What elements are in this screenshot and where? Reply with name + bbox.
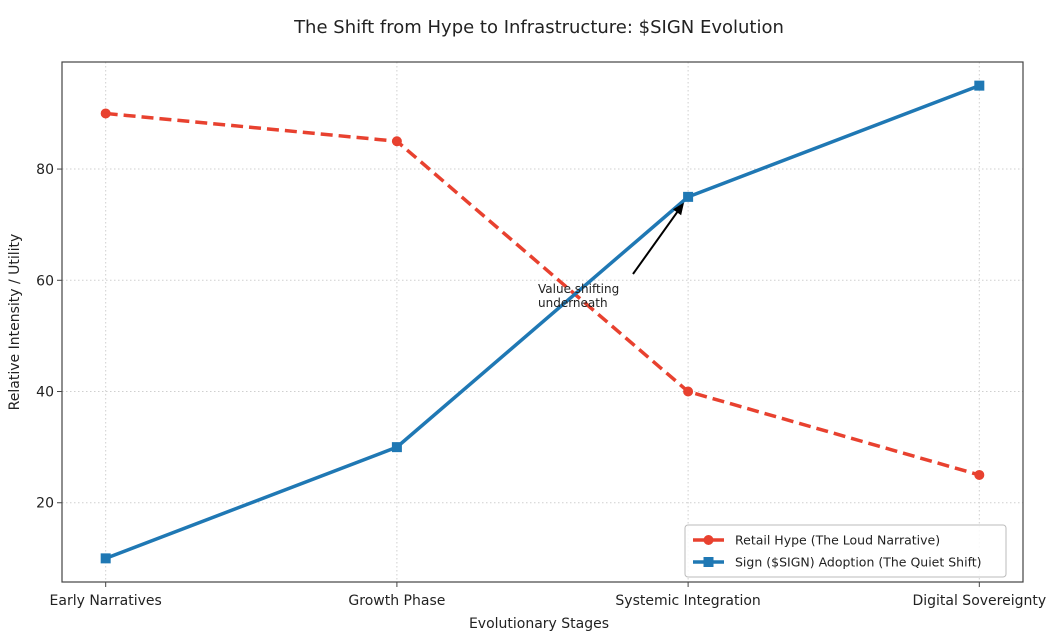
data-point xyxy=(974,80,985,91)
annotation-text: underneath xyxy=(538,296,608,310)
data-point xyxy=(100,108,111,119)
legend: Retail Hype (The Loud Narrative) Sign ($S… xyxy=(684,524,1007,578)
y-tick-label: 40 xyxy=(36,385,54,401)
data-point xyxy=(683,386,694,397)
chart-title: The Shift from Hype to Infrastructure: $… xyxy=(293,17,784,38)
x-tick-label: Growth Phase xyxy=(348,593,445,609)
series-line xyxy=(105,84,980,560)
series-layer xyxy=(100,80,985,564)
annotation-arrow-shaft xyxy=(632,208,681,275)
series-retail-hype xyxy=(100,108,985,480)
legend-label: Sign ($SIGN) Adoption (The Quiet Shift) xyxy=(735,555,982,570)
annotation-arrow-head xyxy=(672,202,685,216)
x-tick-label: Digital Sovereignty xyxy=(912,593,1046,609)
data-point xyxy=(683,191,694,202)
annotation-text: Value shifting xyxy=(538,282,619,296)
y-tick-label: 60 xyxy=(36,273,54,289)
series-line xyxy=(105,111,980,477)
data-point xyxy=(100,553,111,564)
y-tick-label: 80 xyxy=(36,162,54,178)
plot-frame xyxy=(61,61,1024,583)
series-sign-adoption xyxy=(100,80,985,564)
legend-marker xyxy=(703,557,714,567)
data-point xyxy=(391,136,402,147)
x-tick-label: Early Narratives xyxy=(50,593,162,609)
legend-marker xyxy=(703,535,714,545)
y-axis-label: Relative Intensity / Utility xyxy=(7,234,23,411)
grid xyxy=(62,62,1023,582)
x-axis-label: Evolutionary Stages xyxy=(469,616,609,632)
y-axis: 20 40 60 80 xyxy=(36,162,62,512)
x-tick-label: Systemic Integration xyxy=(615,593,760,609)
y-tick-label: 20 xyxy=(36,496,54,512)
legend-box xyxy=(684,524,1007,578)
x-axis: Early Narratives Growth Phase Systemic Int… xyxy=(50,582,1046,609)
data-point xyxy=(391,442,402,453)
data-point xyxy=(974,469,985,480)
legend-label: Retail Hype (The Loud Narrative) xyxy=(735,533,940,548)
